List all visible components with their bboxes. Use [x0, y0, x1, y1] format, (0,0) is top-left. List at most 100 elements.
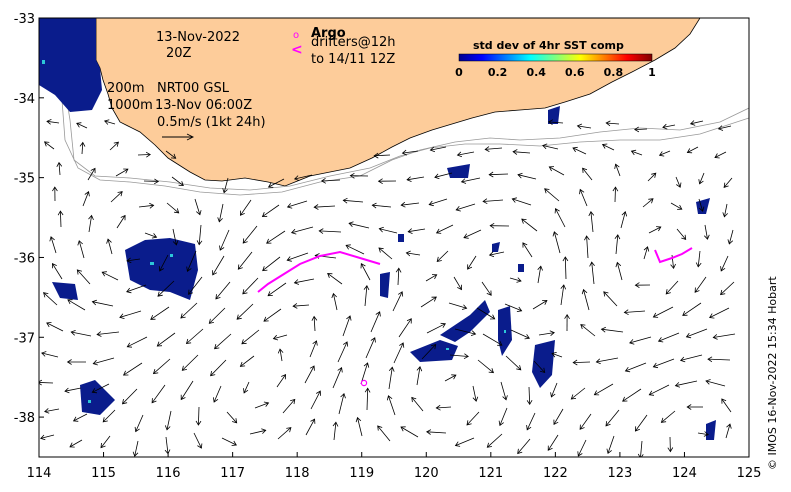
- current-vector-head: [488, 368, 494, 374]
- current-vector-head: [463, 233, 469, 239]
- current-vector-head: [52, 262, 57, 269]
- current-vector: [456, 203, 476, 211]
- current-vector: [198, 224, 202, 245]
- current-vector: [67, 299, 86, 311]
- current-vector: [310, 390, 321, 410]
- current-vector: [509, 277, 522, 282]
- current-vector: [212, 255, 225, 276]
- current-vector-head: [601, 143, 608, 149]
- current-vector-head: [584, 235, 590, 241]
- current-vector-head: [482, 198, 488, 205]
- current-vector: [157, 280, 175, 297]
- current-vector-head: [526, 425, 532, 431]
- current-vector-head: [579, 424, 585, 430]
- current-vector: [454, 328, 476, 335]
- current-vector: [401, 202, 420, 206]
- current-vector: [721, 398, 732, 413]
- current-vector-head: [570, 394, 577, 400]
- current-vector-head: [630, 149, 637, 156]
- current-vector: [615, 164, 621, 177]
- current-vector-head: [600, 326, 606, 333]
- current-vector: [483, 199, 504, 202]
- current-vector-head: [721, 398, 727, 404]
- current-vector-head: [340, 392, 346, 399]
- current-vector-head: [64, 387, 70, 394]
- current-vector: [44, 408, 60, 412]
- depth-200-label: 200m: [107, 81, 144, 96]
- current-vector: [551, 382, 558, 398]
- current-vector: [321, 179, 341, 182]
- current-vector-head: [550, 392, 556, 398]
- current-vector: [647, 172, 657, 182]
- current-vector: [436, 250, 449, 262]
- current-vector: [489, 251, 505, 256]
- current-vector: [345, 244, 365, 255]
- current-vector-head: [686, 404, 692, 410]
- current-vector-head: [679, 356, 686, 363]
- drifter-track-b: [654, 247, 693, 264]
- current-vector-head: [46, 322, 52, 328]
- current-vector-head: [588, 210, 595, 217]
- current-vector-head: [214, 343, 220, 350]
- current-vector-head: [542, 300, 548, 305]
- current-vector: [653, 358, 675, 368]
- current-vector-head: [263, 316, 269, 322]
- current-vector: [675, 380, 698, 387]
- current-vector: [126, 258, 141, 262]
- current-vector: [188, 276, 203, 295]
- current-vector: [697, 250, 701, 267]
- current-vector: [388, 395, 396, 416]
- current-vector: [406, 252, 421, 256]
- current-vector: [499, 407, 508, 426]
- current-vector: [218, 203, 224, 222]
- current-vector: [436, 406, 452, 409]
- current-vector: [43, 292, 58, 306]
- current-vector: [372, 204, 392, 208]
- current-vector-head: [547, 445, 553, 451]
- current-vector: [485, 147, 503, 150]
- current-vector-head: [386, 395, 393, 401]
- argo-legend-symbol: o: [293, 30, 299, 41]
- current-vector: [127, 336, 148, 348]
- current-vector-head: [262, 266, 268, 272]
- current-vector: [365, 337, 376, 359]
- current-vector: [661, 410, 676, 423]
- current-vector-head: [180, 313, 186, 319]
- current-vector-head: [150, 314, 156, 320]
- current-vector-head: [292, 303, 298, 309]
- current-vector-head: [712, 334, 718, 340]
- current-vector-head: [677, 204, 683, 210]
- current-vector: [309, 340, 317, 358]
- current-vector-head: [456, 151, 463, 158]
- current-vector-head: [311, 315, 318, 321]
- colorbar-tick-label: 0: [455, 66, 463, 79]
- current-vector-head: [377, 178, 383, 185]
- current-vector: [153, 358, 171, 374]
- current-vector-head: [360, 263, 366, 269]
- current-vector-head: [126, 257, 132, 264]
- current-vector-head: [337, 367, 343, 373]
- current-vector: [548, 121, 564, 124]
- current-vector-head: [388, 366, 395, 372]
- current-vector-head: [676, 182, 682, 188]
- current-vector: [242, 277, 259, 295]
- current-vector: [472, 385, 477, 402]
- current-vector-head: [720, 289, 726, 296]
- current-vector-head: [502, 395, 508, 401]
- current-vector: [500, 381, 507, 400]
- current-vector-head: [593, 390, 600, 396]
- current-vector: [444, 374, 457, 382]
- lat-tick-label: -35: [14, 172, 35, 187]
- current-vector: [349, 222, 370, 229]
- current-vector: [686, 328, 708, 338]
- current-vector: [555, 208, 566, 228]
- current-vector-head: [96, 331, 102, 337]
- current-vector: [314, 205, 336, 208]
- current-vector: [517, 174, 537, 180]
- current-vector-head: [346, 315, 352, 321]
- current-vector-head: [694, 287, 700, 293]
- current-vector: [580, 324, 596, 337]
- current-vector-head: [92, 359, 98, 366]
- current-vector: [720, 281, 735, 295]
